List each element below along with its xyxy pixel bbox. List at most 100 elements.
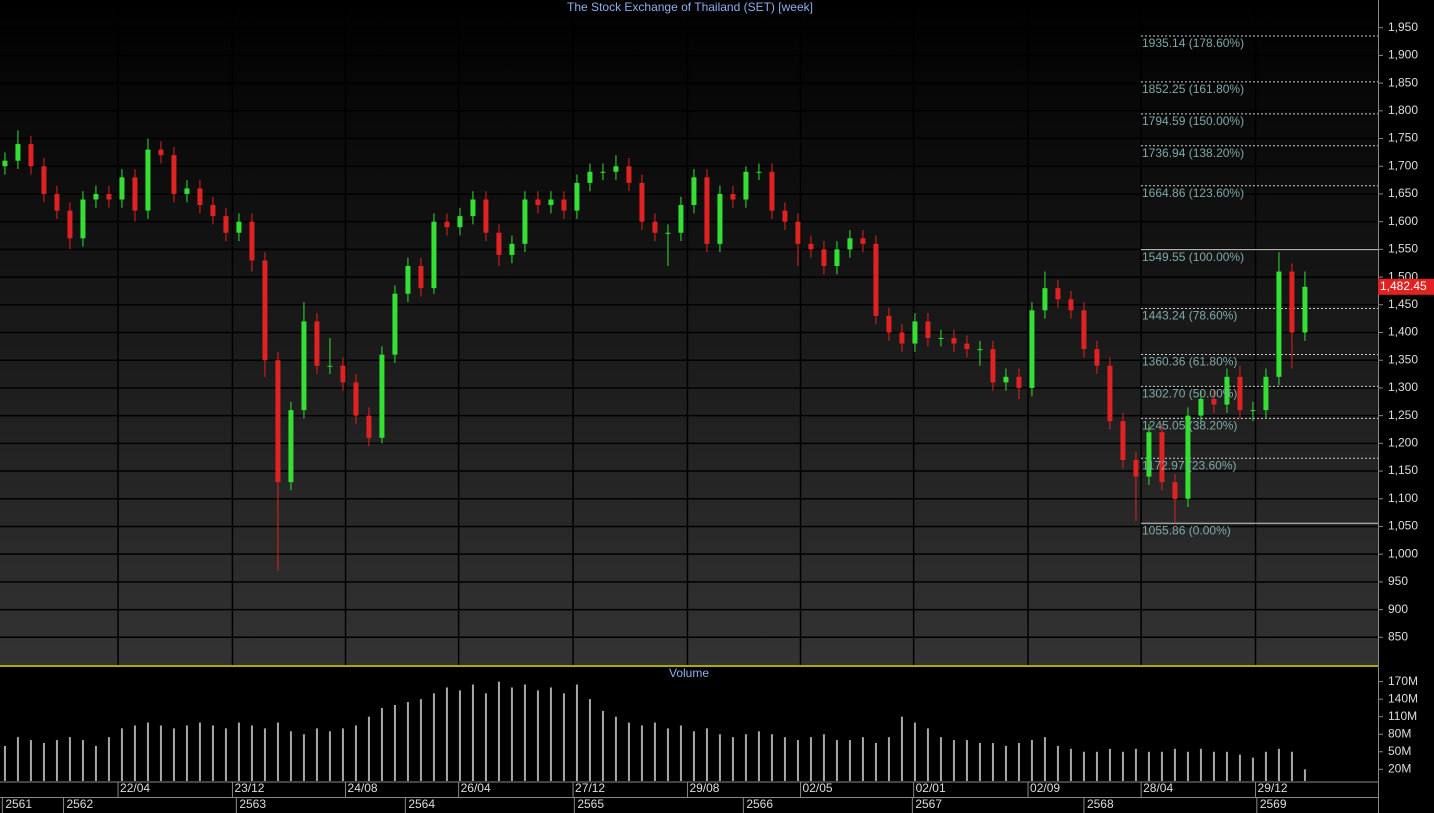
volume-bar — [146, 722, 149, 781]
volume-bar — [354, 725, 357, 781]
candle-body — [704, 177, 710, 244]
candle-body — [925, 321, 931, 339]
candle-body — [444, 221, 450, 228]
candle-body — [197, 188, 203, 206]
y-tick-label: 1,550 — [1388, 242, 1418, 256]
volume-bar — [991, 743, 994, 781]
candle-body — [626, 166, 632, 183]
volume-bar — [81, 740, 84, 781]
year-label: 2568 — [1087, 797, 1114, 811]
candle-body — [1003, 376, 1009, 383]
volume-bar — [1134, 748, 1137, 781]
volume-bar — [575, 684, 578, 781]
candle-body — [1042, 288, 1048, 311]
volume-bar — [3, 745, 6, 781]
fib-level-label: 1935.14 (178.60%) — [1142, 36, 1244, 50]
volume-bar — [952, 740, 955, 781]
volume-bar — [1186, 751, 1189, 781]
volume-bar — [822, 734, 825, 781]
volume-bar — [757, 731, 760, 781]
volume-bar — [1238, 754, 1241, 781]
volume-bar — [744, 734, 747, 781]
candle-body — [1302, 286, 1308, 333]
y-tick-label: 1,200 — [1388, 436, 1418, 450]
candle-body — [1185, 415, 1191, 499]
candle-body — [1250, 410, 1256, 412]
candle-body — [1094, 349, 1100, 366]
candle-body — [93, 193, 99, 200]
volume-bar — [172, 728, 175, 781]
candle-body — [119, 177, 125, 200]
candle-body — [886, 315, 892, 333]
volume-bar — [185, 725, 188, 781]
last-price-label: 1,482.45 — [1380, 279, 1427, 293]
x-tick-label: 27/12 — [575, 781, 605, 795]
candle-body — [639, 182, 645, 222]
volume-bar — [1303, 769, 1306, 781]
volume-bar — [1290, 751, 1293, 781]
candle-body — [262, 260, 268, 361]
candle-body — [821, 249, 827, 266]
volume-bar — [29, 740, 32, 781]
volume-bar — [263, 728, 266, 781]
candle-body — [1016, 376, 1022, 388]
volume-bar — [536, 690, 539, 781]
candle-body — [665, 232, 671, 234]
candle-body — [1133, 459, 1139, 477]
volume-bar — [198, 722, 201, 781]
candle-body — [145, 149, 151, 211]
candle-body — [509, 243, 515, 255]
volume-bar — [16, 737, 19, 781]
volume-bar — [939, 737, 942, 781]
volume-bar — [627, 722, 630, 781]
candle-body — [873, 243, 879, 316]
volume-bar — [302, 734, 305, 781]
volume-bar — [1030, 740, 1033, 781]
volume-bar — [55, 740, 58, 781]
volume-bar — [1108, 748, 1111, 781]
volume-bar — [601, 710, 604, 781]
candle-body — [808, 243, 814, 250]
chart-title: The Stock Exchange of Thailand (SET) [we… — [567, 0, 813, 14]
candle-body — [2, 160, 8, 167]
candle-body — [782, 210, 788, 222]
fib-level-label: 1664.86 (123.60%) — [1142, 186, 1244, 200]
candle-body — [522, 199, 528, 244]
volume-bar — [796, 740, 799, 781]
x-tick-label: 22/04 — [120, 781, 150, 795]
volume-bar — [731, 737, 734, 781]
x-tick-label: 24/08 — [348, 781, 378, 795]
candle-body — [1289, 271, 1295, 333]
candle-body — [171, 155, 177, 194]
candle-body — [574, 182, 580, 211]
candle-body — [28, 144, 34, 167]
candle-body — [1198, 399, 1204, 416]
candle-body — [158, 149, 164, 156]
volume-bar — [679, 725, 682, 781]
volume-bar — [861, 737, 864, 781]
volume-bar — [458, 690, 461, 781]
volume-bar — [848, 740, 851, 781]
candle-body — [912, 321, 918, 344]
candle-body — [15, 144, 21, 161]
candle-body — [353, 382, 359, 416]
year-label: 2567 — [915, 797, 942, 811]
y-tick-label: 1,750 — [1388, 131, 1418, 145]
x-tick-label: 02/05 — [803, 781, 833, 795]
volume-bar — [913, 722, 916, 781]
volume-bar — [1147, 751, 1150, 781]
candle-body — [1120, 421, 1126, 460]
volume-bar — [406, 702, 409, 781]
candle-body — [834, 249, 840, 266]
volume-bar — [445, 687, 448, 781]
candle-body — [990, 349, 996, 383]
volume-bar — [666, 728, 669, 781]
volume-bar — [107, 737, 110, 781]
candle-body — [1055, 288, 1061, 300]
volume-bar — [1173, 748, 1176, 781]
fib-level-label: 1549.55 (100.00%) — [1142, 250, 1244, 264]
volume-tick-label: 110M — [1388, 709, 1417, 723]
y-tick-label: 1,050 — [1388, 519, 1418, 533]
candle-body — [41, 166, 47, 194]
